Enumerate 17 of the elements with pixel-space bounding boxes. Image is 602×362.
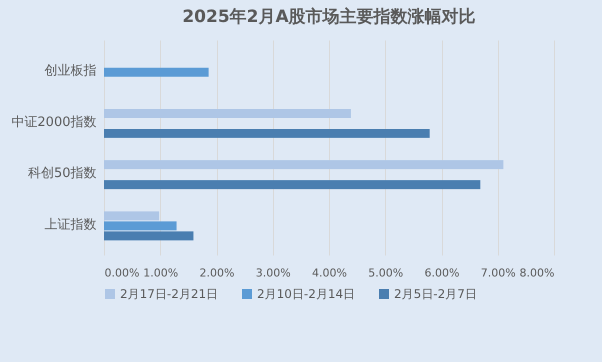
x-tick-label: 6.00%	[424, 266, 460, 280]
legend-label: 2月17日-2月21日	[120, 287, 218, 301]
legend-label: 2月5日-2月7日	[394, 287, 477, 301]
y-tick-label: 上证指数	[44, 217, 96, 232]
x-tick-label: 8.00%	[520, 266, 554, 280]
y-tick-label: 创业板指	[44, 64, 96, 79]
x-tick-label: 0.00%	[104, 266, 140, 280]
x-tick-label: 1.00%	[143, 266, 178, 280]
y-tick-label: 科创50指数	[28, 166, 96, 182]
chart-title: 2025年2月A股市场主要指数涨幅对比	[182, 7, 476, 27]
legend-label: 2月10日-2月14日	[257, 287, 356, 301]
x-tick-label: 3.00%	[256, 266, 291, 280]
x-tick-label: 7.00%	[480, 266, 516, 280]
x-tick-label: 5.00%	[368, 266, 404, 280]
x-tick-label: 2.00%	[200, 266, 234, 280]
x-tick-label: 4.00%	[312, 266, 347, 280]
y-tick-label: 中证2000指数	[11, 114, 96, 130]
